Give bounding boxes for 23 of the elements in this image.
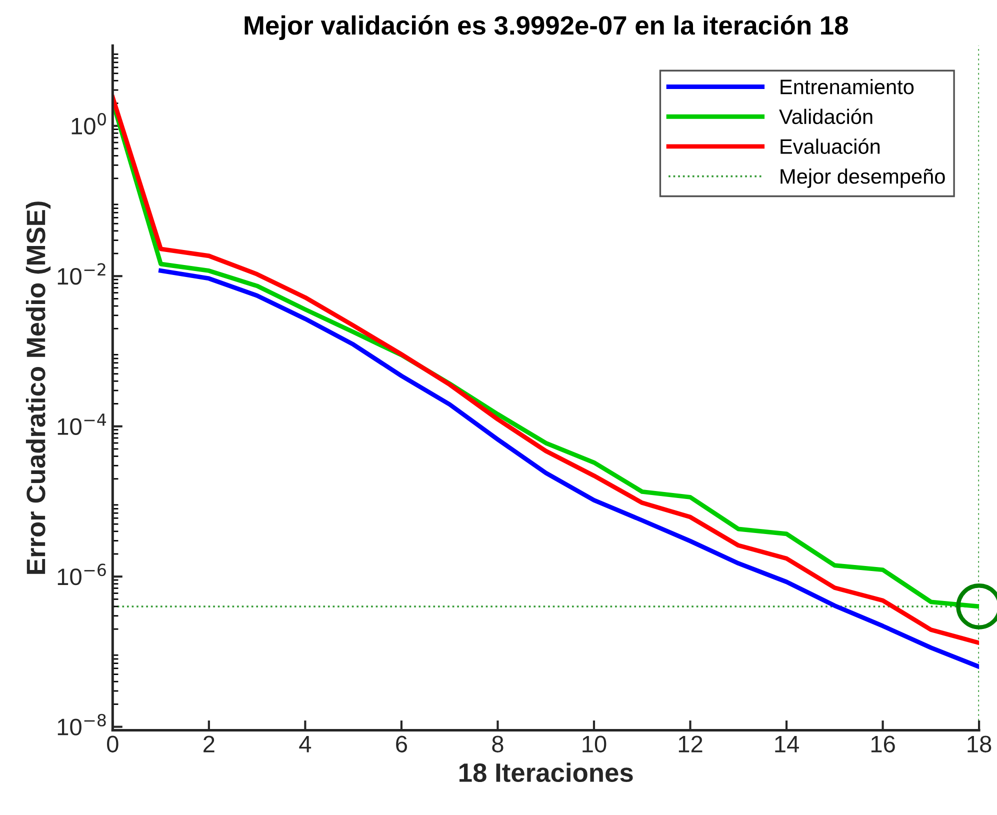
x-tick-label: 16 [871,736,895,752]
x-tick-label: 0 [107,736,118,752]
chart-title: Mejor validación es 3.9992e-07 en la iteración 18 [244,15,848,40]
y-tick-label: 10$^{−8}$ [58,714,106,736]
x-tick-label: 18 [968,736,992,752]
x-tick-label: 10 [582,736,606,752]
x-tick-label: 4 [299,736,312,752]
y-axis-title: Error Cuadratico Medio (MSE) [26,202,51,574]
x-tick-label: 12 [678,736,702,752]
x-tick-label: 6 [396,736,407,752]
legend-label: Evaluación [780,138,880,154]
x-tick-label: 2 [204,736,214,752]
line-series [158,268,980,669]
legend-label: Entrenamiento [780,78,914,94]
legend-label: Mejor desempeño [780,168,945,188]
y-tick-label: 10$^{0}$ [72,112,106,134]
y-tick-label: 10$^{−2}$ [58,263,106,285]
legend-label: Validación [779,108,872,124]
x-axis-title: 18 Iteraciones [460,762,633,782]
x-tick-label: 14 [775,736,799,752]
x-tick-label: 8 [492,736,504,752]
y-tick-label: 10$^{−6}$ [58,564,106,586]
y-tick-label: 10$^{−4}$ [58,414,106,435]
